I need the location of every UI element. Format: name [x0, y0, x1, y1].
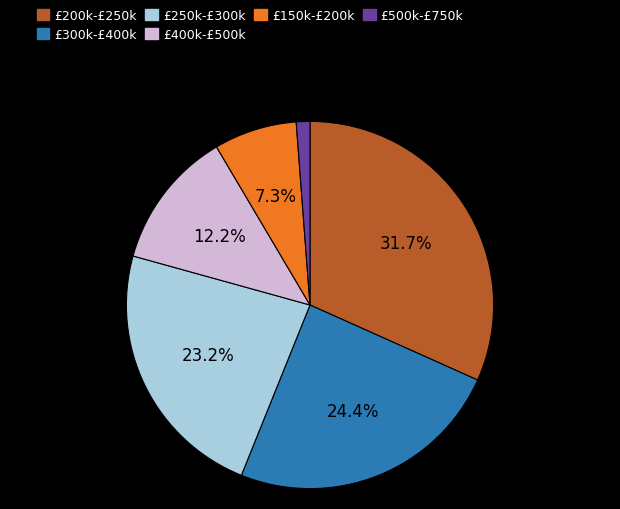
Text: 31.7%: 31.7%: [379, 235, 432, 252]
Text: 12.2%: 12.2%: [193, 228, 246, 245]
Wedge shape: [133, 148, 310, 305]
Wedge shape: [126, 257, 310, 475]
Wedge shape: [241, 305, 477, 489]
Wedge shape: [310, 122, 494, 380]
Legend: £200k-£250k, £300k-£400k, £250k-£300k, £400k-£500k, £150k-£200k, £500k-£750k: £200k-£250k, £300k-£400k, £250k-£300k, £…: [32, 5, 468, 47]
Wedge shape: [296, 122, 310, 305]
Text: 23.2%: 23.2%: [182, 347, 234, 364]
Text: 24.4%: 24.4%: [326, 402, 379, 420]
Text: 7.3%: 7.3%: [255, 188, 297, 206]
Wedge shape: [216, 123, 310, 305]
